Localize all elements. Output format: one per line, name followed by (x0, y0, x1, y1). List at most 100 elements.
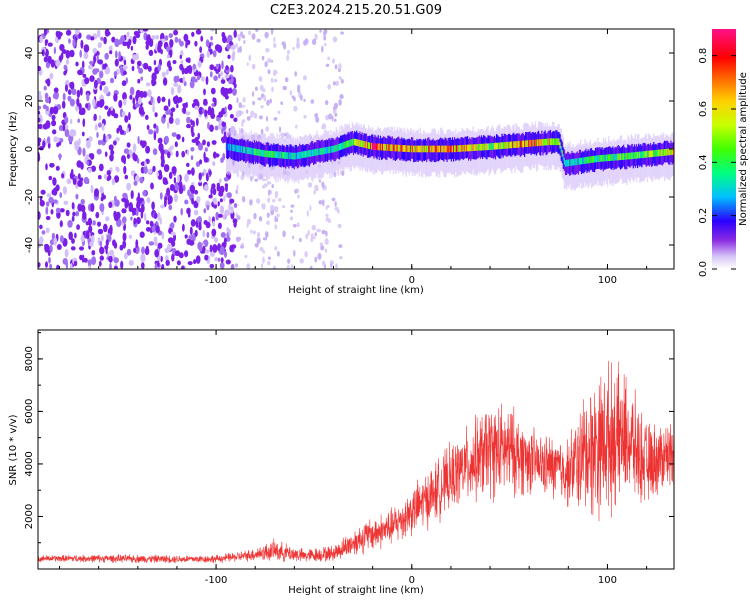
noise-cell (85, 154, 90, 161)
signal-core (533, 139, 536, 147)
noise-cell (105, 216, 110, 222)
noise-cell (61, 100, 66, 109)
signal-core (352, 138, 355, 146)
signal-core (353, 138, 356, 146)
noise-cell (171, 132, 177, 138)
signal-core (539, 139, 541, 146)
signal-core (431, 145, 433, 153)
noise-cell (208, 170, 212, 176)
faint-noise-cell (262, 256, 265, 264)
noise-cell (161, 96, 166, 103)
faint-noise-cell (319, 29, 322, 33)
noise-cell (77, 118, 80, 123)
noise-cell (206, 204, 210, 211)
noise-cell (152, 104, 156, 113)
noise-cell (121, 197, 127, 203)
noise-cell (122, 232, 127, 242)
faint-noise-cell (276, 250, 280, 257)
noise-cell (140, 253, 146, 263)
signal-core (567, 159, 569, 167)
signal-core (448, 145, 451, 153)
noise-cell (80, 198, 85, 205)
noise-cell (66, 178, 72, 185)
noise-cell (145, 82, 151, 87)
noise-cell (38, 94, 43, 101)
noise-cell (217, 201, 220, 207)
noise-cell (46, 78, 51, 87)
signal-core (653, 150, 655, 157)
signal-core (456, 145, 458, 152)
signal-core (671, 148, 673, 155)
signal-core (512, 141, 514, 149)
noise-cell (53, 46, 57, 55)
noise-cell (42, 140, 46, 149)
noise-cell (209, 124, 214, 132)
signal-core (629, 152, 631, 160)
noise-cell (174, 117, 181, 126)
signal-core (502, 142, 504, 149)
faint-noise-cell (265, 231, 269, 238)
noise-cell (165, 259, 170, 266)
noise-cell (121, 80, 127, 87)
noise-cell (210, 36, 213, 41)
noise-cell (202, 229, 206, 238)
signal-core (321, 147, 324, 155)
noise-cell (38, 105, 42, 110)
noise-cell (179, 40, 184, 47)
signal-core (469, 144, 471, 152)
faint-noise-cell (281, 41, 286, 46)
signal-core (403, 145, 405, 152)
noise-cell (193, 99, 199, 104)
signal-core (527, 140, 529, 147)
noise-cell (153, 131, 157, 141)
noise-cell (169, 222, 175, 229)
noise-cell (82, 73, 87, 78)
signal-core (590, 156, 593, 163)
noise-cell (47, 42, 53, 47)
noise-cell (140, 110, 145, 115)
faint-noise-cell (299, 258, 304, 264)
noise-cell (214, 153, 220, 158)
noise-cell (168, 116, 174, 124)
noise-cell (157, 43, 162, 53)
faint-noise-cell (260, 76, 263, 82)
signal-core (531, 139, 533, 147)
signal-core (511, 141, 513, 149)
signal-core (376, 143, 378, 151)
noise-cell (230, 206, 234, 214)
signal-core (281, 151, 284, 159)
signal-core (522, 140, 525, 148)
noise-cell (39, 35, 43, 43)
faint-noise-cell (259, 247, 262, 252)
noise-cell (190, 147, 195, 152)
signal-core (347, 140, 349, 148)
noise-cell (99, 84, 103, 91)
noise-cell (130, 216, 133, 221)
signal-core (293, 152, 296, 160)
faint-noise-cell (334, 112, 338, 117)
noise-cell (182, 106, 187, 115)
noise-cell (154, 112, 158, 118)
noise-cell (128, 234, 132, 239)
noise-cell (69, 49, 75, 58)
noise-cell (122, 240, 127, 249)
faint-noise-cell (240, 31, 244, 38)
colorbar-tick-label: 0.8 (698, 48, 709, 64)
faint-noise-cell (310, 99, 314, 104)
noise-cell (108, 201, 113, 208)
signal-core (624, 153, 626, 160)
signal-core (496, 142, 498, 150)
noise-cell (83, 176, 90, 185)
noise-cell (76, 224, 80, 230)
noise-cell (174, 141, 178, 148)
signal-core (586, 156, 588, 164)
signal-core (566, 159, 568, 167)
faint-noise-cell (335, 263, 338, 269)
signal-core (647, 150, 650, 158)
faint-noise-cell (235, 110, 240, 118)
noise-cell (63, 70, 67, 76)
noise-cell (69, 129, 75, 137)
noise-cell (165, 69, 169, 76)
noise-cell (132, 97, 136, 105)
noise-cell (160, 255, 163, 262)
